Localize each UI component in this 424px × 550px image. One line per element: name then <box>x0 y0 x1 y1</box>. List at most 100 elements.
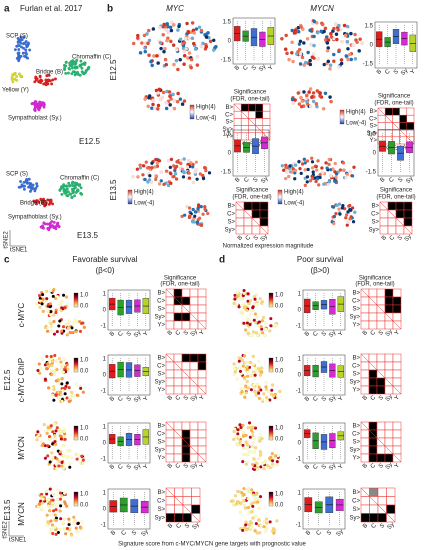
cell-dot <box>241 528 245 532</box>
cell-dot <box>150 166 154 170</box>
cell-dot <box>67 517 71 521</box>
cell-dot <box>39 506 43 510</box>
cell-dot <box>242 452 246 456</box>
cell-dot <box>236 425 240 429</box>
cell-dot <box>251 504 255 509</box>
cell-dot <box>60 494 64 498</box>
cell-dot <box>335 203 339 208</box>
cell-dot <box>50 324 54 329</box>
cell-dot <box>47 435 52 439</box>
cell-dot <box>163 46 167 51</box>
box-category: Y <box>143 464 150 471</box>
cell-dot <box>46 454 50 458</box>
cell-dot <box>310 176 314 181</box>
cell-dot <box>76 521 80 525</box>
cell-dot <box>316 183 321 187</box>
sig-cell <box>181 385 191 395</box>
cell-dot <box>239 296 243 301</box>
cell-dot <box>237 356 241 360</box>
cell-dot <box>42 82 46 86</box>
sig-cell <box>368 304 378 314</box>
matrix-col: S <box>393 145 400 152</box>
cell-dot <box>305 159 310 163</box>
cell-dot <box>73 194 77 198</box>
diagonal <box>360 421 402 463</box>
sig-cell <box>174 513 184 523</box>
matrix-row: Y> <box>352 456 360 462</box>
cell-dot <box>51 78 55 82</box>
cell-dot <box>151 98 155 103</box>
cell-dot <box>57 381 61 385</box>
cell-dot <box>192 31 197 35</box>
cell-dot <box>168 103 172 107</box>
matrix-row: Sy> <box>224 228 235 234</box>
cell-dot <box>62 517 67 521</box>
cell-dot <box>39 225 43 229</box>
sig-cell <box>384 122 393 130</box>
cell-dot <box>52 422 56 426</box>
cell-dot <box>245 364 249 369</box>
cell-dot <box>182 99 187 103</box>
cell-dot <box>232 437 236 441</box>
cell-dot <box>53 296 58 301</box>
sig-cell <box>360 312 370 322</box>
stage-label: E12.5 <box>3 369 12 390</box>
cell-dot <box>345 172 350 176</box>
cell-dot <box>45 329 50 333</box>
cell-dot <box>291 101 296 105</box>
sig-cell <box>181 312 191 322</box>
cell-dot <box>146 180 150 184</box>
sig-cell <box>379 209 389 219</box>
sig-cell <box>360 304 370 314</box>
cell-dot <box>22 35 26 39</box>
cell-dot <box>249 360 253 365</box>
box-category: S <box>252 177 259 184</box>
matrix-row: B> <box>157 424 165 430</box>
cell-dot <box>54 467 59 471</box>
cell-dot <box>241 364 245 368</box>
matrix-row: Sy> <box>222 127 233 133</box>
matrix-row: Y> <box>352 388 360 394</box>
cell-dot <box>302 90 306 94</box>
cell-dot <box>270 388 274 392</box>
cell-dot <box>260 437 264 441</box>
sig-cell <box>368 385 378 395</box>
cell-dot <box>235 295 239 299</box>
cell-dot <box>59 360 63 364</box>
sig-cell <box>181 377 191 387</box>
cell-dot <box>260 301 264 305</box>
stage-label: E13.5 <box>109 179 118 200</box>
cell-dot <box>242 493 246 497</box>
box-category: S <box>326 530 333 537</box>
box-tick: -1 <box>101 457 107 463</box>
matrix-row: C> <box>225 112 233 118</box>
cell-dot <box>264 517 269 521</box>
cell-dot <box>169 181 173 186</box>
sig-cell <box>173 312 183 322</box>
sig-cell <box>197 312 207 322</box>
box-category: C <box>312 463 320 471</box>
sig-cell <box>392 129 400 138</box>
box-tick: 1 <box>298 491 302 497</box>
cell-dot <box>323 91 328 96</box>
cell-dot <box>235 290 240 294</box>
cell-dot <box>241 443 245 447</box>
cell-dot <box>21 51 25 55</box>
matrix-col: S <box>184 523 191 530</box>
cell-dot <box>24 40 28 44</box>
colorbar-label: 1.0 <box>80 426 89 432</box>
cell-dot <box>70 390 74 394</box>
panel-condition: (β<0) <box>95 266 114 275</box>
cell-dot <box>164 169 169 173</box>
diagonal <box>360 353 402 395</box>
cell-dot <box>44 367 49 371</box>
cell-dot <box>52 313 56 317</box>
cell-dot <box>344 175 348 180</box>
cell-dot <box>63 365 67 369</box>
matrix-col: S <box>378 395 385 402</box>
cell-dot <box>156 103 161 108</box>
cell-dot <box>57 324 61 328</box>
cell-dot <box>58 188 62 192</box>
matrix-col: B <box>167 395 174 402</box>
cell-dot <box>55 224 59 228</box>
